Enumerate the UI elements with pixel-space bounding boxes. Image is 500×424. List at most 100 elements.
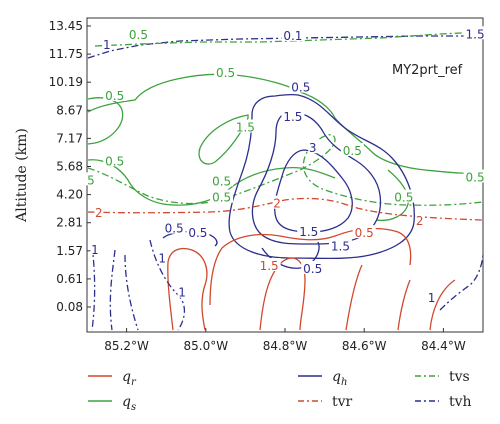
contour-label-bg	[415, 212, 425, 226]
x-tick-label: 84.4°W	[421, 339, 466, 353]
qs-outer-contour	[87, 73, 484, 174]
contour-label-bg	[126, 27, 150, 41]
contour-label-qs: 0.5	[343, 144, 362, 158]
contour-label-bg	[186, 225, 210, 239]
contour-label-qs: 0.5	[466, 171, 485, 185]
contour-label-qs: 5	[87, 173, 95, 187]
plot-area	[86, 17, 484, 333]
legend-label-tvs: tvs	[449, 369, 470, 385]
contour-label-qs: 0.5	[212, 174, 231, 188]
qr-contour-2	[209, 227, 412, 306]
contour-label-bg	[301, 260, 325, 274]
contour-label-tvr: 2	[416, 214, 424, 228]
contour-label-qh: 0.5	[303, 262, 322, 276]
contour-label-qh: 0.5	[291, 81, 310, 95]
legend-label-base: tvs	[449, 369, 470, 385]
y-tick-label: 7.17	[56, 131, 83, 145]
legend-label-base: q	[122, 394, 131, 410]
qr-contour-6	[429, 279, 456, 331]
legend-label-subscript: h	[341, 377, 347, 388]
contour-label-bg	[308, 140, 318, 154]
tvh-bottom-1	[91, 244, 96, 331]
contour-label-bg	[340, 143, 364, 157]
contour-label-bg	[162, 220, 186, 234]
legend-label-subscript: s	[131, 402, 136, 413]
legend-label-qr: qr	[122, 369, 137, 388]
tvs-mid-contour	[87, 134, 484, 206]
contour-label-qs: 0.5	[212, 191, 231, 205]
contour-label-bg	[90, 242, 100, 256]
contour-label-tvh: 1.5	[466, 27, 485, 41]
contour-label-bg	[272, 195, 282, 209]
contour-label-qs: 0.5	[394, 191, 413, 205]
qr-contour-4	[345, 264, 363, 331]
contour-label-bg	[103, 87, 127, 101]
contour-label-bg	[86, 172, 96, 186]
qr-contour-5	[397, 279, 411, 331]
contour-label-bg	[157, 250, 167, 264]
y-tick-label: 1.57	[56, 244, 83, 258]
contour-label-qr: 0.5	[355, 226, 374, 240]
tvh-bottom-5	[439, 254, 484, 311]
contour-label-tvh: 0.1	[283, 29, 302, 43]
contour-label-qr: 1.5	[260, 259, 279, 273]
tvh-bottom-3	[124, 254, 139, 331]
contour-label-tvr: 2	[95, 206, 103, 220]
contour-label-qh: 1.5	[299, 225, 318, 239]
contour-label-bg	[328, 238, 352, 252]
contour-label-tvh: 1	[178, 286, 186, 300]
x-tick-label: 85.0°W	[184, 339, 229, 353]
contour-label-bg	[233, 119, 257, 133]
y-axis-title: Altitude (km)	[14, 128, 30, 223]
contour-label-tvh: 1	[158, 252, 166, 266]
contour-label-qh: 1.5	[283, 110, 302, 124]
x-tick-label: 84.6°W	[342, 339, 387, 353]
contour-label-tvs: 0.5	[129, 28, 148, 42]
contour-label-bg	[257, 258, 281, 272]
contour-label-bg	[210, 173, 234, 187]
tvh-top-contour	[87, 33, 484, 59]
contour-label-bg	[281, 27, 305, 41]
contour-label-tvh: 1	[428, 291, 436, 305]
contour-label-bg	[289, 79, 313, 93]
qs-15-contour	[198, 114, 249, 165]
qr-contour-3	[259, 257, 306, 331]
contour-label-bg	[210, 189, 234, 203]
legend-label-qh: qh	[332, 369, 347, 388]
qs-mid-contour	[87, 159, 336, 206]
y-axis-ticks: 0.08 0.61 1.57 2.81 4.20 5.68 7.17 8.67 10.19 11.…	[49, 19, 91, 314]
contour-label-qh: 1.5	[331, 240, 350, 254]
x-tick-label: 85.2°W	[104, 339, 149, 353]
tvs-top-contour	[94, 31, 484, 47]
y-tick-label: 0.61	[56, 272, 83, 286]
y-tick-label: 8.67	[56, 103, 83, 117]
contour-label-bg	[94, 204, 104, 218]
qh-bottom-contour	[261, 241, 320, 269]
contour-label-tvh: 1	[91, 243, 99, 257]
legend-label-base: tvh	[449, 394, 472, 410]
contour-label-bg	[281, 109, 305, 123]
contour-label-qs: 1.5	[236, 121, 255, 135]
legend-label-base: q	[332, 369, 341, 385]
contour-label-bg	[103, 153, 127, 167]
y-tick-label: 0.08	[56, 300, 83, 314]
tvr-contour	[87, 197, 484, 221]
contour-label-bg	[214, 65, 238, 79]
x-axis-ticks: 85.2°W 85.0°W 84.8°W 84.6°W 84.4°W	[104, 328, 466, 353]
contour-label-qh: 0.5	[188, 226, 207, 240]
contour-label-bg	[177, 284, 187, 298]
contour-label-bg	[392, 189, 416, 203]
y-tick-label: 2.81	[56, 216, 83, 230]
contour-label-bg	[352, 225, 376, 239]
contour-labels: 0.5 1 0.1 1.5 0.5 0.5 1.5 0.5 5 0.5 0.5 0.5 0.5 0.5 0.…	[86, 26, 487, 305]
contour-label-bg	[427, 289, 437, 303]
legend-label-base: q	[122, 369, 131, 385]
y-tick-label: 5.68	[56, 160, 83, 174]
contour-label-tvh: 1	[103, 38, 111, 52]
y-tick-label: 13.45	[49, 19, 83, 33]
legend-label-qs: qs	[122, 394, 136, 413]
qs-left-contour	[87, 97, 124, 145]
legend-label-tvh: tvh	[449, 394, 472, 410]
qs-right-contour	[375, 169, 409, 222]
